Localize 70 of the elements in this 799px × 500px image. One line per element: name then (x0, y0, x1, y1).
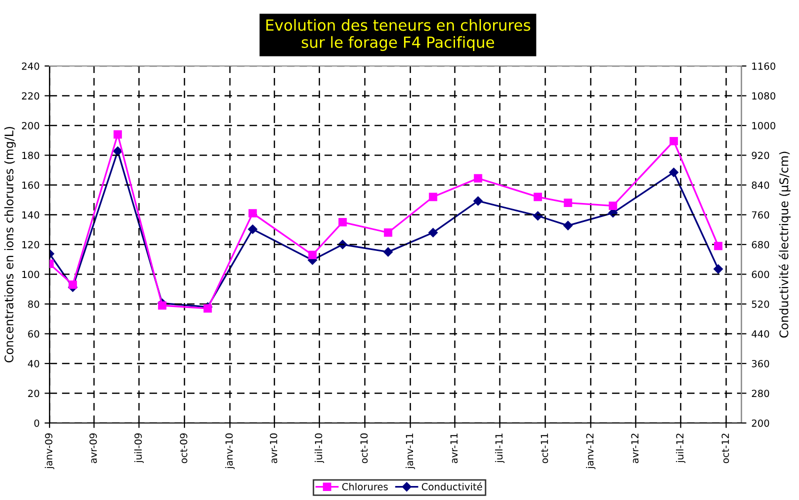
point (608, 202, 618, 210)
point (474, 174, 482, 182)
y-tick-label: 20 (28, 390, 40, 398)
point (669, 168, 678, 177)
point (338, 218, 347, 226)
y2-tick-label: 1160 (752, 62, 776, 70)
y2-tick-label: 1000 (752, 122, 776, 130)
y-tick-label: 120 (22, 240, 40, 248)
y2-tick-label: 600 (752, 270, 770, 278)
y2-axis-title: Conductivité électrique (µS/cm) (778, 152, 791, 338)
y2-tick-label: 920 (752, 152, 770, 160)
x-tick-label: janv-10 (225, 433, 235, 470)
y2-tick-label: 440 (752, 330, 770, 338)
x-tick-label: janv-12 (586, 434, 596, 470)
x-tick-label: juil-12 (676, 434, 686, 464)
point (338, 240, 348, 250)
y2-tick-label: 360 (752, 360, 770, 368)
legend-label: Chlorures (342, 482, 388, 490)
y-tick-label: 160 (22, 181, 40, 189)
x-tick-label: avr-09 (89, 433, 97, 464)
point (714, 264, 723, 274)
y-tick-label: 200 (22, 122, 40, 130)
x-tick-label: avr-11 (450, 434, 458, 464)
y2-tick-label: 840 (752, 181, 770, 189)
y-axis-title: Concentrations en ions chlorures (mg/L) (4, 126, 16, 362)
point (308, 250, 317, 260)
point (428, 192, 438, 202)
y-tick-label: 220 (22, 92, 40, 100)
y2-tick-label: 200 (752, 419, 770, 427)
point (384, 228, 392, 237)
x-tick-label: oct-10 (360, 433, 368, 464)
y-tick-label: 40 (28, 360, 40, 368)
y-tick-label: 60 (28, 330, 40, 338)
point (114, 130, 122, 139)
point (158, 301, 166, 310)
x-tick-label: janv-09 (44, 433, 54, 470)
point (670, 136, 678, 146)
point (534, 192, 542, 202)
point (563, 220, 573, 230)
y2-tick-label: 680 (752, 240, 770, 248)
y-tick-label: 80 (28, 300, 40, 308)
point (383, 247, 393, 257)
y2-tick-label: 280 (752, 390, 770, 398)
y2-tick-label: 1080 (752, 92, 776, 100)
point (248, 209, 257, 218)
legend-label: Conductivité (422, 482, 482, 490)
y-tick-label: 240 (22, 62, 40, 70)
y-tick-label: 100 (22, 270, 40, 278)
y-tick-label: 0 (34, 419, 40, 427)
point (68, 280, 77, 289)
x-tick-label: juil-11 (495, 434, 504, 464)
x-tick-label: avr-12 (631, 434, 639, 464)
point (113, 146, 122, 156)
x-tick-label: janv-11 (406, 434, 416, 470)
point (428, 228, 438, 238)
y-tick-label: 140 (22, 211, 40, 219)
point (248, 224, 258, 234)
x-tick-label: avr-10 (270, 433, 278, 464)
x-tick-label: juil-10 (314, 433, 324, 464)
point (564, 198, 572, 208)
x-tick-label: juil-09 (134, 433, 144, 464)
point (714, 242, 722, 250)
x-tick-label: oct-09 (180, 433, 188, 464)
chart-title: Evolution des teneurs en chlorures sur le forage F4 Pacifique (266, 19, 530, 51)
x-tick-label: oct-12 (722, 434, 729, 464)
y-tick-label: 180 (22, 152, 40, 160)
y2-tick-label: 760 (752, 211, 770, 219)
y2-tick-label: 520 (752, 300, 770, 308)
x-tick-label: oct-11 (540, 434, 548, 464)
point (473, 196, 483, 206)
